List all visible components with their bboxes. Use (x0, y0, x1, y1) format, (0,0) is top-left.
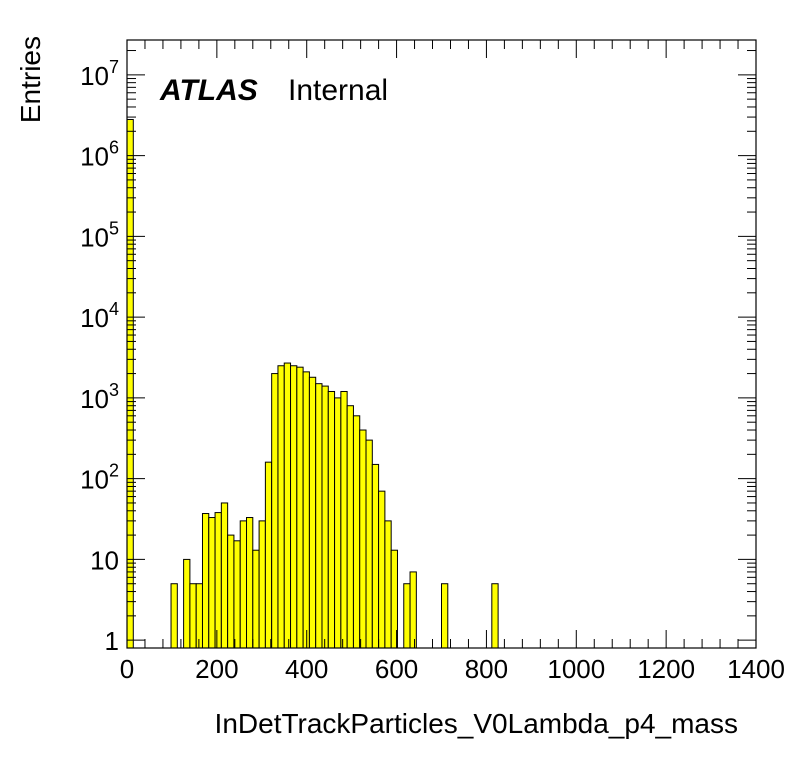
histogram-bin (409, 571, 417, 649)
histogram-bin (239, 520, 248, 649)
histogram-bin (208, 517, 216, 649)
histogram-bin (183, 558, 191, 649)
x-tick-label: 0 (120, 654, 134, 684)
axis-ticks (126, 40, 757, 648)
histogram-bin (214, 512, 222, 649)
histogram-bin (352, 415, 361, 649)
y-tick-label: 103 (80, 380, 119, 414)
x-tick-label: 1200 (637, 654, 695, 684)
histogram-bin (126, 118, 134, 649)
histogram-bin (227, 534, 235, 649)
y-tick-label: 10 (90, 545, 119, 575)
x-tick-label: 1400 (727, 654, 785, 684)
histogram-bin (277, 365, 285, 649)
histogram-bin (334, 397, 342, 649)
y-tick-label: 107 (80, 57, 119, 91)
x-tick-label: 200 (195, 654, 238, 684)
y-tick-label: 105 (80, 218, 119, 252)
histogram-bin (220, 502, 229, 649)
histogram-bin (346, 405, 354, 649)
histogram-bin (201, 513, 210, 649)
x-tick-label: 600 (375, 654, 418, 684)
histogram-bin (302, 371, 310, 649)
histogram-bin (321, 385, 329, 649)
histogram-bin (283, 362, 292, 649)
atlas-label: ATLAS (159, 74, 258, 107)
histogram-bin (264, 461, 273, 649)
histogram-bin (365, 439, 373, 649)
histogram-bin (246, 517, 254, 649)
histogram-bin (290, 365, 298, 649)
histogram-bin (441, 583, 449, 649)
histogram-bars (126, 118, 499, 649)
y-tick-label: 1 (105, 626, 119, 656)
internal-label: Internal (288, 74, 388, 107)
histogram-bin (170, 583, 178, 649)
y-tick-label: 104 (80, 299, 119, 333)
histogram-bin (340, 390, 348, 649)
histogram-bin (315, 383, 323, 649)
histogram-bin (327, 390, 336, 649)
histogram-bin (403, 583, 411, 649)
plot-frame (126, 39, 757, 649)
y-axis-label: Entries (15, 36, 46, 123)
x-tick-label: 400 (285, 654, 328, 684)
y-tick-labels: 1 10 102 103 104 105 106 107 (80, 57, 119, 656)
y-tick-label: 102 (80, 461, 119, 495)
histogram-bin (359, 429, 367, 649)
histogram-bin (384, 520, 392, 649)
x-axis-label: InDetTrackParticles_V0Lambda_p4_mass (215, 708, 738, 739)
histogram-bin (252, 549, 260, 649)
histogram-bin (491, 583, 499, 649)
x-tick-label: 1000 (547, 654, 605, 684)
x-tick-label: 800 (465, 654, 508, 684)
histogram-bin (195, 583, 203, 649)
histogram-bin (308, 376, 317, 649)
histogram-bin (378, 490, 386, 649)
histogram-bin (189, 583, 197, 649)
histogram-bin (233, 540, 241, 649)
histogram-bin (296, 366, 304, 649)
histogram-bin (271, 373, 279, 649)
histogram-bin (258, 520, 266, 649)
y-tick-label: 106 (80, 138, 119, 172)
histogram-bin (371, 463, 380, 649)
x-tick-labels: 0 200 400 600 800 1000 1200 1400 (120, 654, 785, 684)
